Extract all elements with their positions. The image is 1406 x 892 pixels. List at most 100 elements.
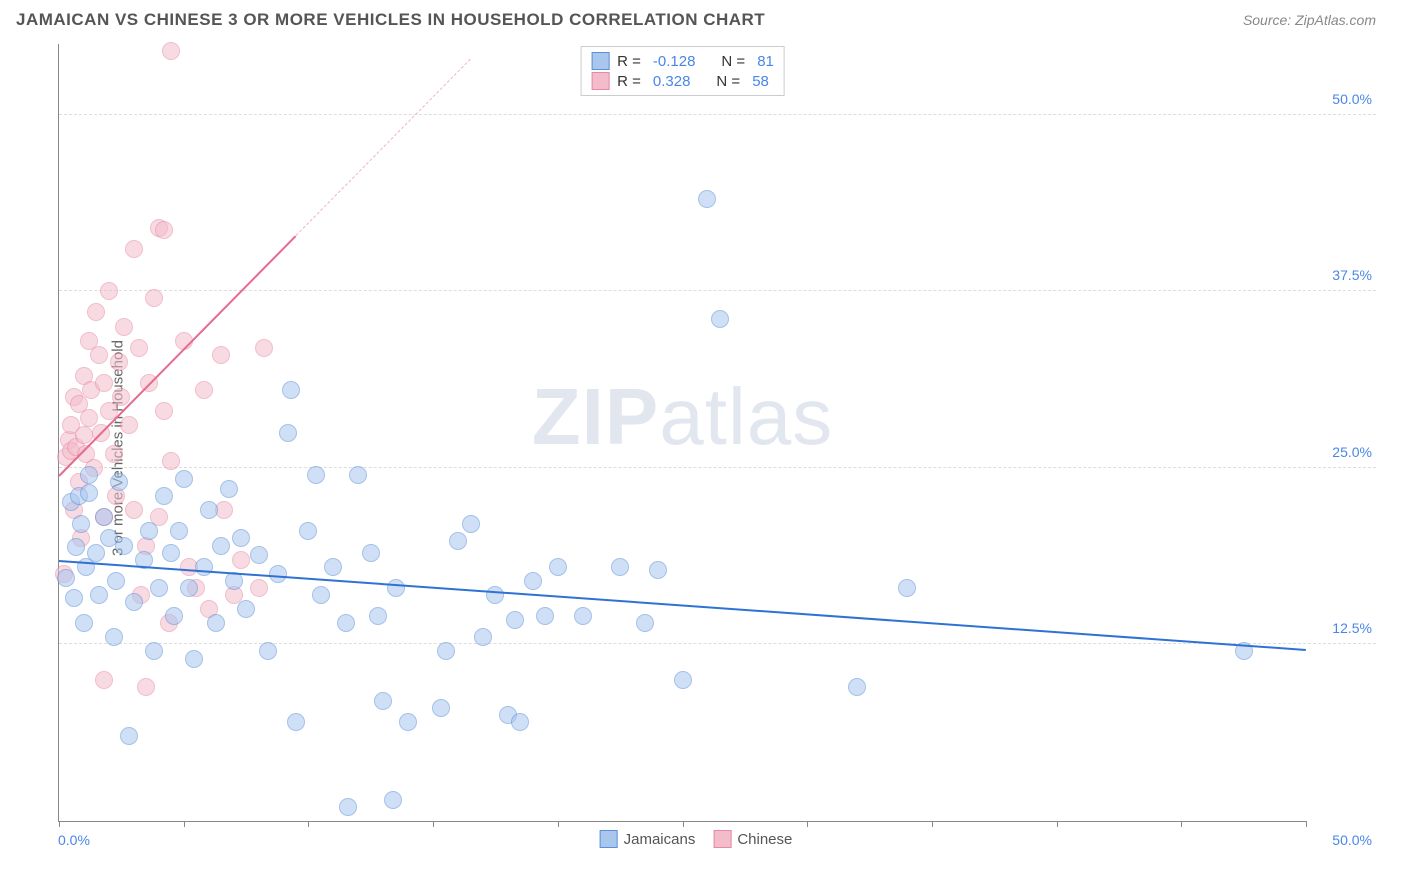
- data-point: [279, 424, 297, 442]
- data-point: [162, 452, 180, 470]
- data-point: [374, 692, 392, 710]
- legend-n-label: N =: [716, 73, 740, 90]
- data-point: [110, 353, 128, 371]
- data-point: [524, 572, 542, 590]
- data-point: [506, 611, 524, 629]
- data-point: [307, 466, 325, 484]
- data-point: [232, 529, 250, 547]
- chart-source: Source: ZipAtlas.com: [1243, 12, 1376, 28]
- data-point: [130, 339, 148, 357]
- legend-swatch: [713, 830, 731, 848]
- data-point: [105, 445, 123, 463]
- x-tick: [184, 821, 185, 827]
- trend-line: [296, 58, 471, 235]
- legend-r-value: 0.328: [653, 73, 691, 90]
- data-point: [155, 221, 173, 239]
- data-point: [511, 713, 529, 731]
- legend-series-item: Chinese: [713, 830, 792, 848]
- data-point: [110, 473, 128, 491]
- data-point: [349, 466, 367, 484]
- x-tick: [59, 821, 60, 827]
- legend-r-value: -0.128: [653, 53, 696, 70]
- data-point: [255, 339, 273, 357]
- data-point: [369, 607, 387, 625]
- legend-stats: R = -0.128N = 81R = 0.328N = 58: [580, 46, 785, 96]
- legend-stats-row: R = 0.328 N = 58: [591, 71, 774, 91]
- data-point: [212, 537, 230, 555]
- chart-header: JAMAICAN VS CHINESE 3 OR MORE VEHICLES I…: [0, 0, 1406, 38]
- data-point: [137, 678, 155, 696]
- data-point: [170, 522, 188, 540]
- plot-area: ZIPatlas R = -0.128N = 81R = 0.328N = 58…: [58, 44, 1306, 822]
- data-point: [145, 642, 163, 660]
- data-point: [437, 642, 455, 660]
- data-point: [362, 544, 380, 562]
- data-point: [486, 586, 504, 604]
- legend-r-label: R =: [617, 73, 641, 90]
- data-point: [848, 678, 866, 696]
- data-point: [698, 190, 716, 208]
- legend-series-item: Jamaicans: [600, 830, 696, 848]
- y-tick-label: 37.5%: [1332, 267, 1372, 283]
- x-axis-min-label: 0.0%: [58, 832, 90, 848]
- y-tick-label: 25.0%: [1332, 444, 1372, 460]
- legend-n-label: N =: [721, 53, 745, 70]
- legend-series: Jamaicans Chinese: [600, 830, 793, 848]
- data-point: [125, 593, 143, 611]
- data-point: [898, 579, 916, 597]
- gridline: [59, 643, 1376, 644]
- data-point: [57, 569, 75, 587]
- data-point: [337, 614, 355, 632]
- data-point: [80, 466, 98, 484]
- data-point: [95, 374, 113, 392]
- data-point: [282, 381, 300, 399]
- watermark-zip: ZIP: [532, 372, 659, 461]
- data-point: [384, 791, 402, 809]
- data-point: [574, 607, 592, 625]
- data-point: [312, 586, 330, 604]
- x-tick: [433, 821, 434, 827]
- y-tick-label: 12.5%: [1332, 620, 1372, 636]
- data-point: [120, 416, 138, 434]
- data-point: [237, 600, 255, 618]
- data-point: [87, 544, 105, 562]
- data-point: [636, 614, 654, 632]
- data-point: [212, 346, 230, 364]
- data-point: [87, 303, 105, 321]
- x-tick: [683, 821, 684, 827]
- data-point: [107, 572, 125, 590]
- x-tick: [1057, 821, 1058, 827]
- data-point: [232, 551, 250, 569]
- data-point: [474, 628, 492, 646]
- legend-n-value: 58: [752, 73, 769, 90]
- data-point: [90, 346, 108, 364]
- data-point: [100, 282, 118, 300]
- data-point: [287, 713, 305, 731]
- x-tick: [558, 821, 559, 827]
- data-point: [72, 515, 90, 533]
- legend-swatch: [591, 52, 609, 70]
- data-point: [195, 558, 213, 576]
- data-point: [711, 310, 729, 328]
- x-tick: [1306, 821, 1307, 827]
- data-point: [125, 240, 143, 258]
- data-point: [120, 727, 138, 745]
- data-point: [432, 699, 450, 717]
- gridline: [59, 114, 1376, 115]
- legend-swatch: [591, 72, 609, 90]
- watermark: ZIPatlas: [532, 371, 833, 463]
- legend-swatch: [600, 830, 618, 848]
- data-point: [220, 480, 238, 498]
- data-point: [140, 522, 158, 540]
- data-point: [162, 42, 180, 60]
- data-point: [150, 579, 168, 597]
- gridline: [59, 467, 1376, 468]
- data-point: [95, 508, 113, 526]
- legend-r-label: R =: [617, 53, 641, 70]
- data-point: [80, 484, 98, 502]
- data-point: [65, 589, 83, 607]
- data-point: [536, 607, 554, 625]
- data-point: [180, 579, 198, 597]
- data-point: [611, 558, 629, 576]
- data-point: [207, 614, 225, 632]
